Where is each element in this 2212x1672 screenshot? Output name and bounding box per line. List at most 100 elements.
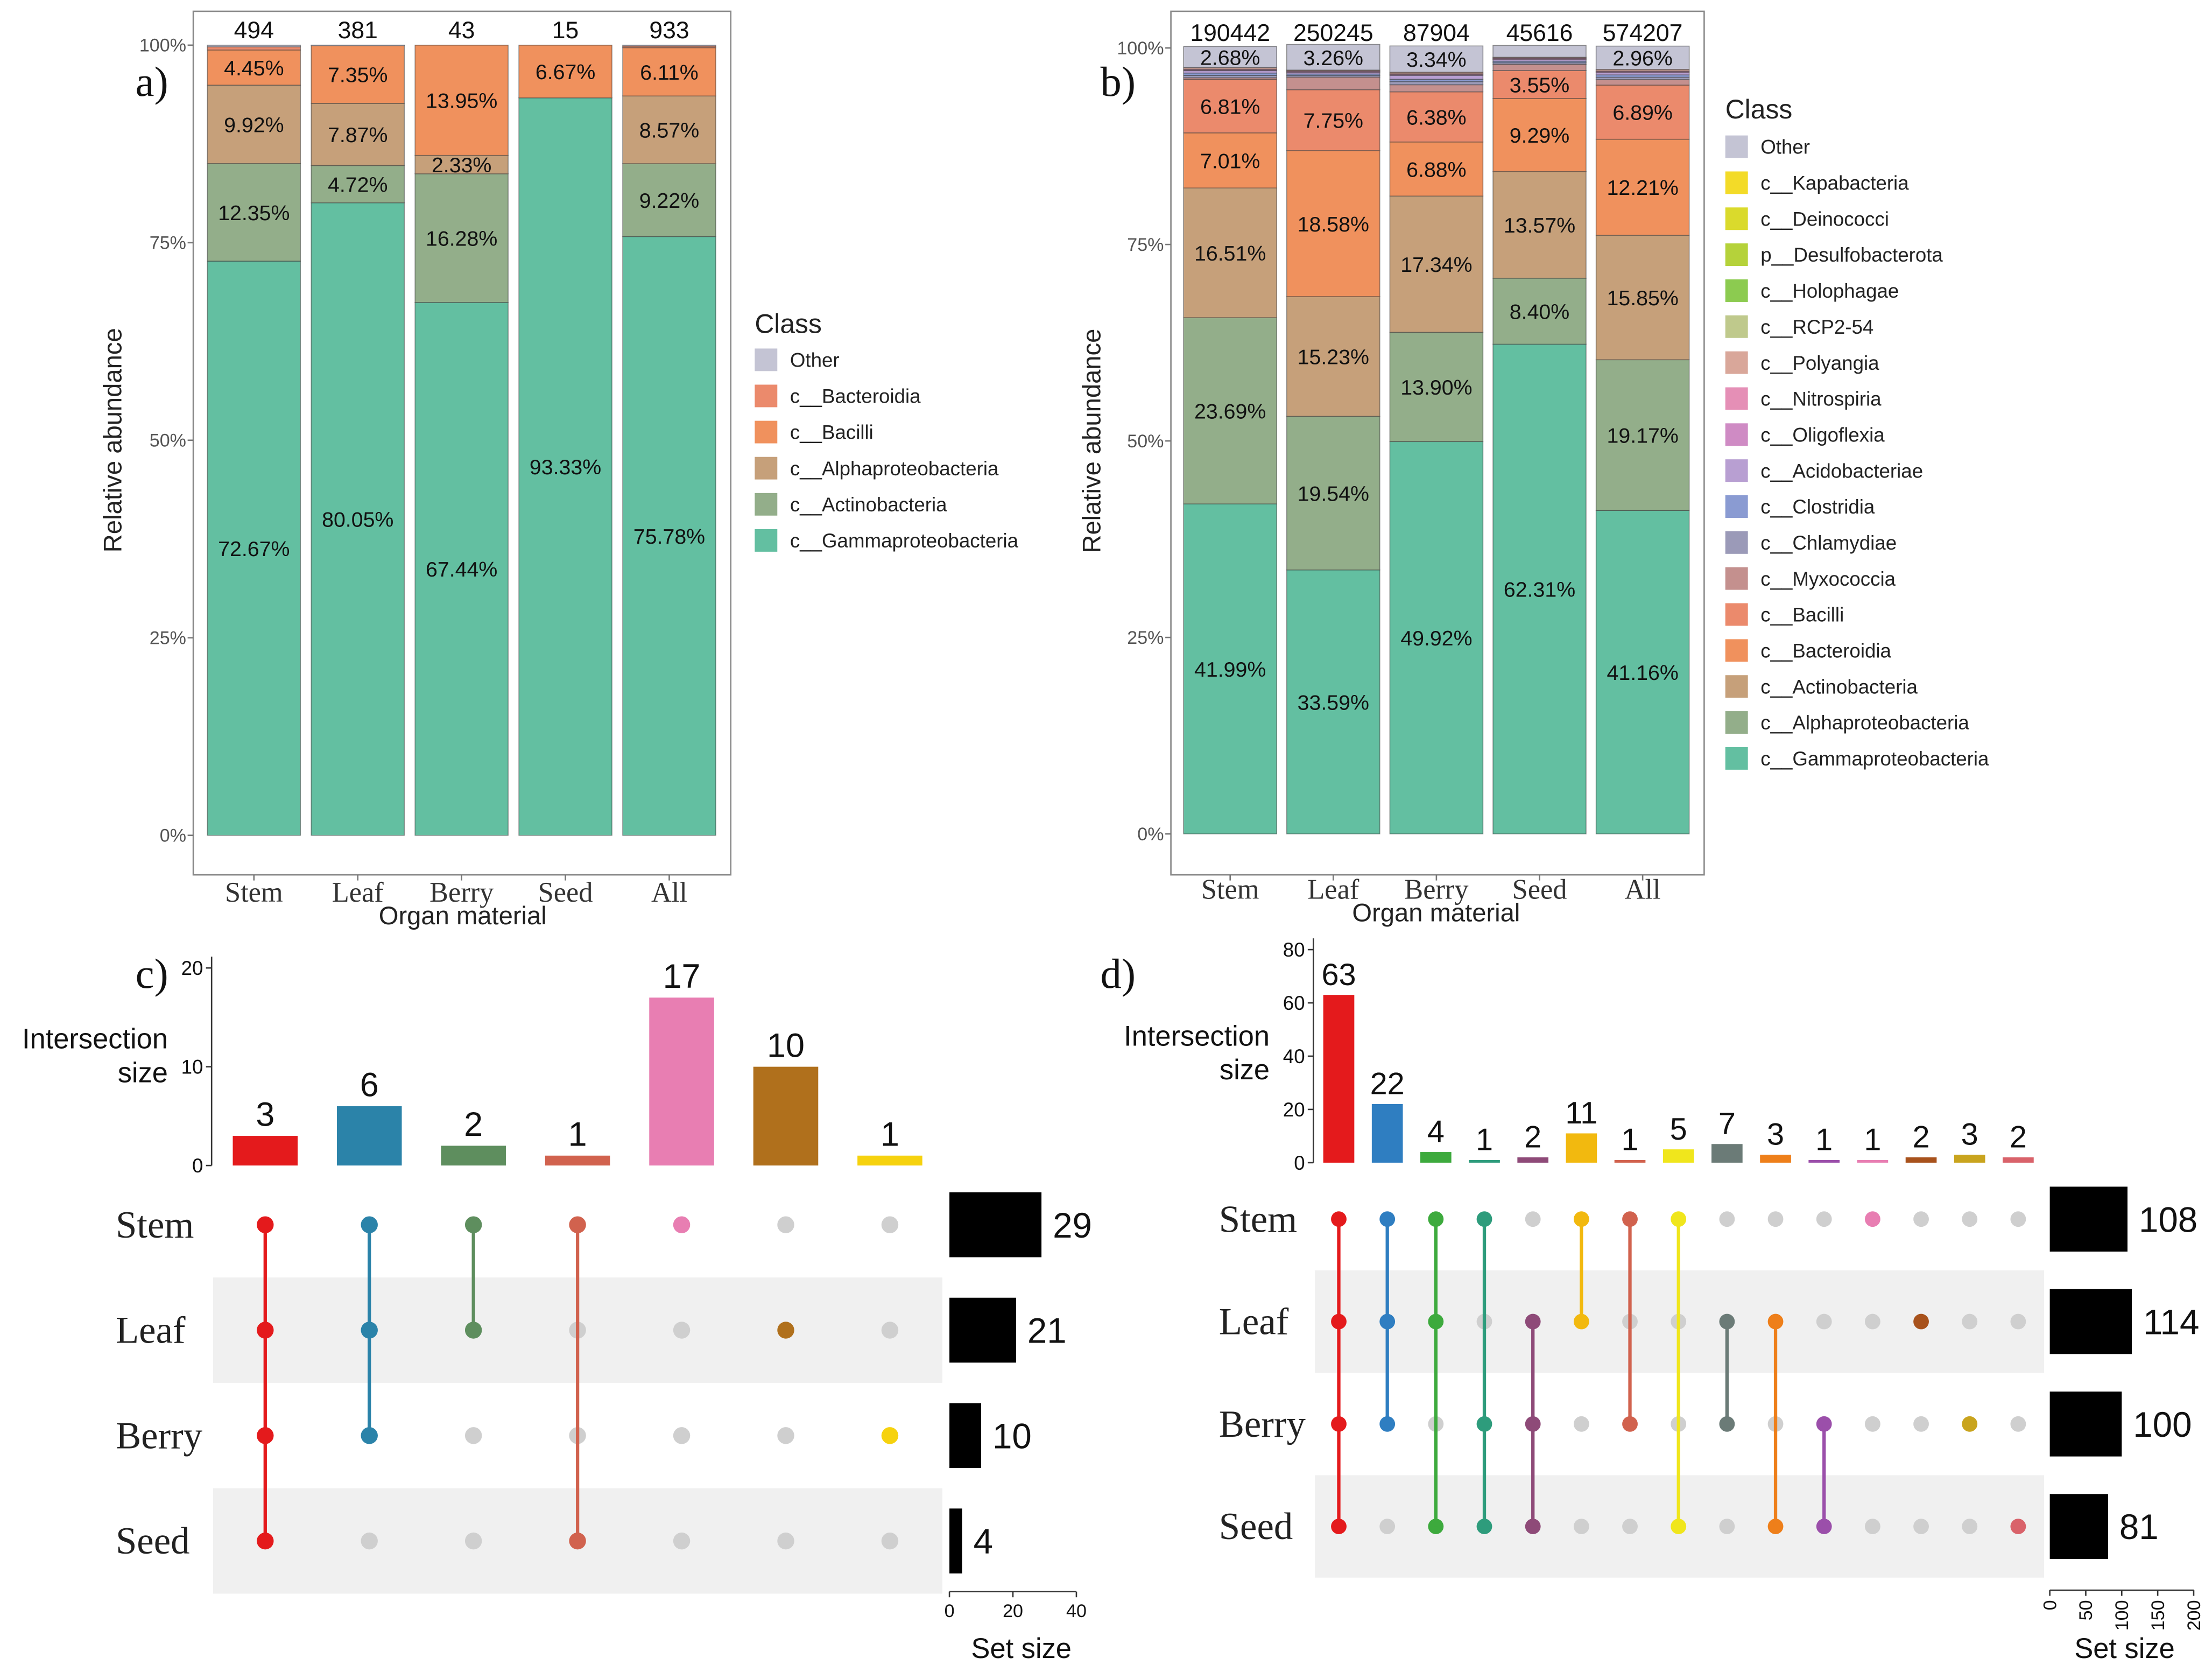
y-tick-label: 50% — [150, 431, 186, 451]
matrix-dot-active — [1573, 1313, 1589, 1330]
matrix-dot-inactive — [881, 1216, 899, 1233]
matrix-dot-inactive — [1719, 1211, 1735, 1227]
legend-swatch — [755, 420, 778, 444]
legend-swatch — [1725, 567, 1748, 590]
matrix-dot-inactive — [1719, 1519, 1735, 1535]
legend-swatch — [1725, 243, 1748, 266]
data-label: 7.35% — [328, 63, 388, 87]
matrix-dot-inactive — [1864, 1416, 1880, 1432]
bar-segment — [1286, 296, 1380, 417]
panel-label: a) — [136, 59, 168, 106]
x-tick-label: Stem — [1201, 874, 1259, 905]
y-tick-label: 0% — [160, 826, 186, 846]
data-label: 12.35% — [218, 201, 290, 225]
legend-title: Class — [1725, 94, 1793, 124]
data-label: 19.17% — [1607, 424, 1678, 448]
set-size-bar — [2049, 1392, 2122, 1457]
intersection-bar — [2003, 1157, 2034, 1163]
x-tick-label: Seed — [1512, 874, 1567, 905]
bar-stem: 72.67% 12.35% 9.92% 4.45% — [207, 45, 301, 836]
matrix-dot-inactive — [1816, 1313, 1832, 1330]
legend-label: c__Holophagae — [1760, 280, 1899, 302]
intersection-value: 1 — [1815, 1123, 1833, 1157]
legend-swatch — [1725, 315, 1748, 338]
intersection-value: 7 — [1718, 1107, 1736, 1141]
y-axis-label: Intersection — [1124, 1021, 1270, 1052]
legend-title: Class — [755, 309, 822, 339]
data-label: 16.28% — [426, 227, 497, 251]
intersection-1: 6 — [336, 1066, 402, 1550]
set-size-bar — [949, 1192, 1042, 1257]
intersection-2: 2 — [441, 1106, 506, 1550]
legend-swatch — [755, 384, 778, 408]
y-tick-label: 75% — [1127, 235, 1164, 255]
matrix-dot-active — [2010, 1519, 2026, 1535]
legend-label: c__RCP2-54 — [1760, 316, 1873, 338]
bar-segment — [518, 45, 612, 99]
bar-berry: 67.44% 16.28% 2.33% 13.95% — [414, 45, 509, 836]
intersection-bar — [545, 1155, 610, 1166]
legend-swatch — [1725, 423, 1748, 446]
bar-segment — [1492, 64, 1587, 71]
data-label: 67.44% — [426, 558, 497, 581]
matrix-dot-inactive — [1525, 1211, 1541, 1227]
panel-label: b) — [1101, 59, 1136, 106]
bar-segment — [207, 45, 301, 47]
legend-swatch — [1725, 711, 1748, 734]
intersection-bar — [1954, 1155, 1985, 1163]
y-tick-label: 100% — [1117, 38, 1164, 59]
bar-segment — [1286, 150, 1380, 297]
legend-label: c__Acidobacteriae — [1760, 460, 1923, 482]
intersection-8: 7 — [1711, 1107, 1743, 1535]
data-label: 13.95% — [426, 89, 497, 113]
data-label: 6.67% — [536, 60, 595, 84]
data-label: 7.87% — [328, 123, 388, 147]
intersection-value: 2 — [464, 1106, 483, 1143]
bar-total: 45616 — [1506, 20, 1573, 46]
y-tick-label: 50% — [1127, 431, 1164, 452]
bar-segment — [1183, 132, 1277, 188]
bar-segment — [1183, 79, 1277, 134]
y-tick-label: 10 — [181, 1056, 203, 1078]
legend-label: c__Bacilli — [790, 421, 873, 444]
bar-segment — [1492, 70, 1587, 99]
legend-label: c__Clostridia — [1760, 496, 1875, 518]
x-tick-label: Leaf — [1307, 874, 1359, 905]
set-size-value: 81 — [2119, 1507, 2159, 1547]
data-label: 17.34% — [1400, 253, 1472, 277]
set-size-tick-label: 40 — [1066, 1601, 1087, 1621]
intersection-bar — [1711, 1144, 1743, 1163]
matrix-dot-inactive — [777, 1216, 794, 1233]
set-size-tick-label: 50 — [2076, 1600, 2096, 1620]
panel-a: 0% 25% 50% 75% 100% Relative abundance 72.67% 1… — [98, 10, 1019, 930]
matrix-dot-inactive — [464, 1532, 482, 1550]
bar-segment — [1492, 277, 1587, 345]
matrix-dot-active — [464, 1322, 482, 1339]
intersection-value: 1 — [1476, 1123, 1493, 1157]
data-label: 6.11% — [640, 61, 699, 85]
panel-label: c) — [136, 951, 168, 997]
y-tick-label: 75% — [150, 233, 186, 254]
data-label: 18.58% — [1298, 213, 1369, 236]
matrix-dot-inactive — [1864, 1313, 1880, 1330]
intersection-6: 1 — [1614, 1123, 1646, 1535]
matrix-dot-inactive — [2010, 1313, 2026, 1330]
bar-segment — [1595, 45, 1690, 70]
intersection-value: 3 — [1767, 1118, 1784, 1152]
intersection-13: 3 — [1954, 1118, 1985, 1535]
bar-segment — [622, 47, 716, 97]
intersection-value: 3 — [256, 1096, 274, 1134]
x-tick-label: Stem — [225, 877, 283, 908]
legend-swatch — [755, 456, 778, 480]
matrix-dot-inactive — [1913, 1416, 1929, 1432]
data-label: 80.05% — [322, 508, 393, 532]
matrix-dot-active — [777, 1322, 794, 1339]
data-label: 93.33% — [530, 455, 601, 479]
bar-segment — [518, 97, 612, 836]
data-label: 8.57% — [639, 119, 699, 143]
intersection-1: 22 — [1370, 1067, 1405, 1535]
legend-swatch — [1725, 495, 1748, 518]
bar-total: 574207 — [1603, 20, 1683, 46]
legend-swatch — [1725, 531, 1748, 554]
